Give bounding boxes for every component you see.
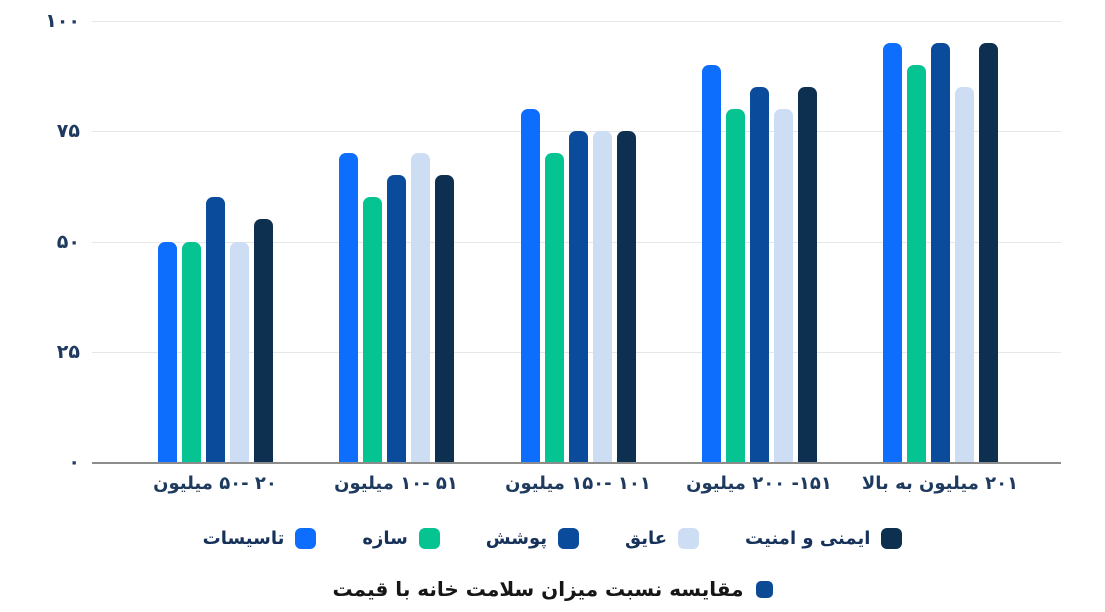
bar-group <box>339 21 455 462</box>
bar-group <box>520 21 636 462</box>
bar[interactable] <box>797 87 817 462</box>
plot-area <box>92 21 1061 464</box>
bar[interactable] <box>725 109 745 462</box>
bar[interactable] <box>411 153 431 462</box>
bar[interactable] <box>701 65 721 462</box>
y-axis: ۱۰۰ ۷۵ ۵۰ ۲۵ ۰ <box>0 10 80 473</box>
x-axis-label: ۱۵۱- ۲۰۰ میلیون <box>686 473 832 494</box>
legend-swatch <box>881 527 903 549</box>
bar[interactable] <box>363 197 383 462</box>
bar-group <box>701 21 817 462</box>
legend-label: سازه <box>362 527 408 549</box>
legend-item-ayegh[interactable]: عایق <box>625 527 700 549</box>
legend-item-pooshesh[interactable]: پوشش <box>485 527 579 549</box>
bar[interactable] <box>435 175 455 462</box>
bar[interactable] <box>907 65 927 462</box>
legend-item-imeni[interactable]: ایمنی و امنیت <box>745 527 903 549</box>
bar[interactable] <box>592 131 612 462</box>
y-tick-label: ۵۰ <box>56 230 80 253</box>
legend: ایمنی و امنیت عایق پوشش سازه تاسیسات <box>0 516 1105 560</box>
bar[interactable] <box>158 241 177 462</box>
legend-label: پوشش <box>485 527 547 549</box>
bars-layer <box>92 21 1061 462</box>
x-axis-label: ۲۰۱ میلیون به بالا <box>861 473 1019 494</box>
bar[interactable] <box>773 109 793 462</box>
bar[interactable] <box>520 109 540 462</box>
bar[interactable] <box>979 43 999 462</box>
bar[interactable] <box>883 43 903 462</box>
y-tick-label: ۰ <box>68 451 80 473</box>
x-axis-labels: ۲۰ -۵۰ میلیون ۵۱ -۱۰ میلیون ۱۰۱ -۱۵۰ میل… <box>0 473 1105 501</box>
bar[interactable] <box>616 131 636 462</box>
bar[interactable] <box>387 175 407 462</box>
x-axis-label: ۵۱ -۱۰ میلیون <box>334 473 458 494</box>
bar[interactable] <box>931 43 951 462</box>
legend-swatch <box>418 527 440 549</box>
legend-swatch <box>678 527 700 549</box>
bar[interactable] <box>749 87 769 462</box>
title-marker-icon <box>755 580 773 598</box>
legend-label: تاسیسات <box>202 527 285 549</box>
legend-item-tasisat[interactable]: تاسیسات <box>202 527 317 549</box>
bar[interactable] <box>544 153 564 462</box>
bar[interactable] <box>339 153 359 462</box>
legend-swatch <box>558 527 579 549</box>
bar[interactable] <box>182 241 201 462</box>
y-tick-label: ۱۰۰ <box>45 10 80 32</box>
bar[interactable] <box>955 87 975 462</box>
bar[interactable] <box>568 131 588 462</box>
bar[interactable] <box>254 219 273 462</box>
legend-label: ایمنی و امنیت <box>745 527 871 549</box>
bar-group <box>158 21 273 462</box>
legend-label: عایق <box>625 527 668 549</box>
gridline <box>92 21 1061 22</box>
bar-group <box>883 21 999 462</box>
chart-title: مقایسه نسبت میزان سلامت خانه با قیمت <box>332 577 744 601</box>
y-tick-label: ۷۵ <box>56 120 80 143</box>
y-tick-label: ۲۵ <box>56 340 80 363</box>
x-axis-label: ۱۰۱ -۱۵۰ میلیون <box>505 473 651 494</box>
legend-swatch <box>295 527 317 549</box>
bar[interactable] <box>206 197 225 462</box>
bar[interactable] <box>230 241 249 462</box>
legend-item-sazeh[interactable]: سازه <box>362 527 440 549</box>
chart-title-row: مقایسه نسبت میزان سلامت خانه با قیمت <box>0 566 1105 612</box>
x-axis-label: ۲۰ -۵۰ میلیون <box>153 473 277 494</box>
